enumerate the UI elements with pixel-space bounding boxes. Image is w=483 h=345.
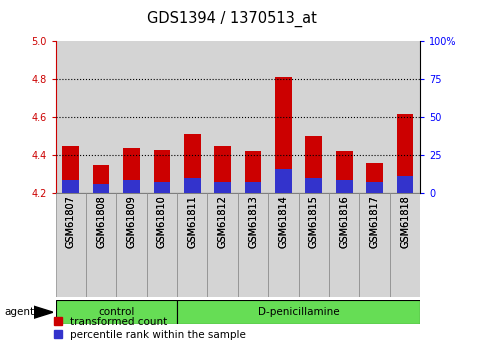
Bar (214, 146, 231, 193)
Text: GSM61815: GSM61815 (309, 195, 319, 248)
Text: GSM61809: GSM61809 (127, 195, 137, 248)
Text: GSM61815: GSM61815 (309, 195, 319, 248)
Bar (177, 300, 420, 324)
Text: GSM61812: GSM61812 (218, 195, 227, 248)
Text: GSM61808: GSM61808 (96, 195, 106, 248)
Bar (366, 163, 383, 193)
Bar (298, 41, 329, 193)
Text: GSM61811: GSM61811 (187, 195, 197, 248)
Polygon shape (34, 306, 53, 318)
Bar (154, 182, 170, 193)
Bar (359, 193, 390, 297)
Bar (177, 41, 208, 193)
Bar (214, 182, 231, 193)
Bar (93, 165, 110, 193)
Text: GSM61817: GSM61817 (369, 195, 380, 248)
Bar (62, 146, 79, 193)
Bar (56, 41, 86, 193)
Text: GSM61809: GSM61809 (127, 195, 137, 248)
Text: GSM61807: GSM61807 (66, 195, 76, 248)
Bar (298, 193, 329, 297)
Legend: transformed count, percentile rank within the sample: transformed count, percentile rank withi… (54, 317, 246, 340)
Bar (238, 193, 268, 297)
Text: GSM61810: GSM61810 (157, 195, 167, 248)
Text: GSM61812: GSM61812 (218, 195, 227, 248)
Text: D-penicillamine: D-penicillamine (258, 307, 340, 317)
Text: GSM61813: GSM61813 (248, 195, 258, 248)
Bar (123, 148, 140, 193)
Bar (390, 193, 420, 297)
Text: GSM61818: GSM61818 (400, 195, 410, 248)
Text: GSM61816: GSM61816 (339, 195, 349, 248)
Text: control: control (98, 307, 134, 317)
Bar (329, 193, 359, 297)
Text: GSM61813: GSM61813 (248, 195, 258, 248)
Bar (305, 178, 322, 193)
Bar (397, 176, 413, 193)
Bar (56, 300, 177, 324)
Bar (366, 182, 383, 193)
Text: GSM61816: GSM61816 (339, 195, 349, 248)
Bar (147, 193, 177, 297)
Text: GSM61811: GSM61811 (187, 195, 197, 248)
Bar (184, 178, 200, 193)
Bar (86, 41, 116, 193)
Bar (336, 151, 353, 193)
Bar (336, 180, 353, 193)
Bar (56, 193, 86, 297)
Bar (177, 193, 208, 297)
Bar (184, 134, 200, 193)
Bar (268, 41, 298, 193)
Bar (245, 182, 261, 193)
Bar (245, 151, 261, 193)
Bar (208, 193, 238, 297)
Bar (329, 41, 359, 193)
Bar (268, 193, 298, 297)
Text: agent: agent (5, 307, 35, 317)
Bar (275, 168, 292, 193)
Bar (147, 41, 177, 193)
Text: GSM61810: GSM61810 (157, 195, 167, 248)
Text: GSM61808: GSM61808 (96, 195, 106, 248)
Text: GDS1394 / 1370513_at: GDS1394 / 1370513_at (147, 10, 317, 27)
Bar (62, 180, 79, 193)
Text: GSM61814: GSM61814 (279, 195, 288, 248)
Bar (238, 41, 268, 193)
Bar (305, 136, 322, 193)
Bar (93, 184, 110, 193)
Bar (86, 193, 116, 297)
Bar (397, 114, 413, 193)
Bar (116, 193, 147, 297)
Bar (123, 180, 140, 193)
Text: GSM61818: GSM61818 (400, 195, 410, 248)
Bar (116, 41, 147, 193)
Bar (154, 149, 170, 193)
Bar (208, 41, 238, 193)
Bar (275, 77, 292, 193)
Bar (359, 41, 390, 193)
Text: GSM61817: GSM61817 (369, 195, 380, 248)
Text: GSM61807: GSM61807 (66, 195, 76, 248)
Bar (390, 41, 420, 193)
Text: GSM61814: GSM61814 (279, 195, 288, 248)
